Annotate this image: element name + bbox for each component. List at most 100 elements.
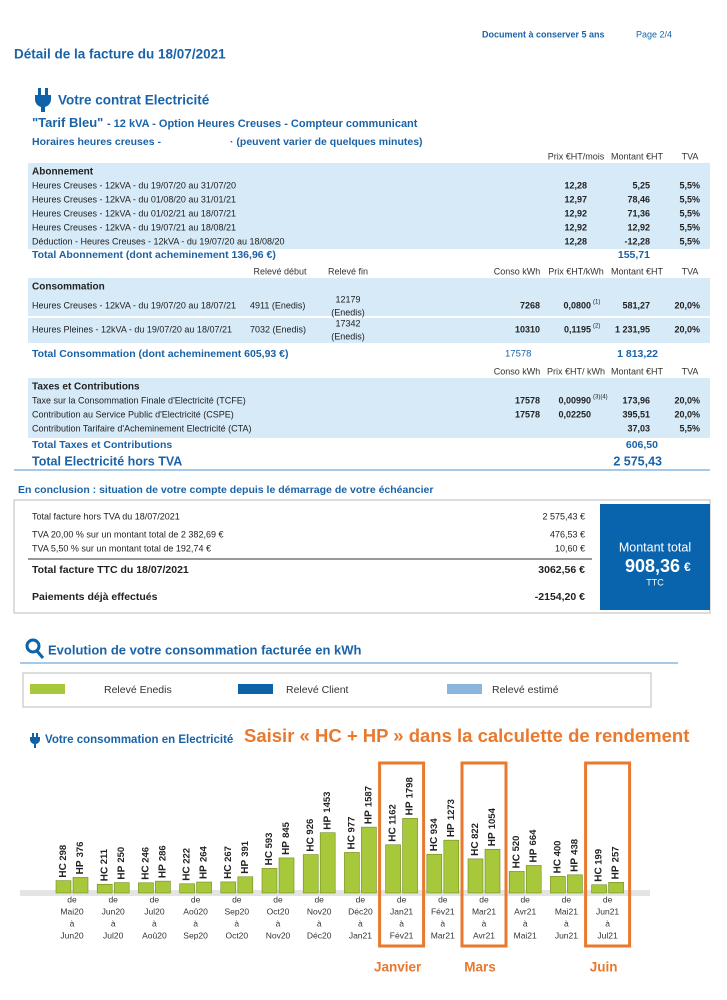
summary-total-label: Total facture TTC du 18/07/2021 <box>32 564 189 576</box>
row-kwh: 10310 <box>515 324 540 334</box>
legend-label: Relevé Enedis <box>104 684 172 696</box>
total-box-label: Montant total <box>619 540 691 554</box>
row-note: (3)(4) <box>593 395 608 401</box>
series-label: HP <box>528 848 539 862</box>
total-amount: 1 813,22 <box>617 348 658 360</box>
grand-total-label: Total Electricité hors TVA <box>32 454 182 468</box>
period-to: Déc20 <box>307 930 332 940</box>
bar <box>237 876 254 894</box>
period-word: de <box>397 894 407 904</box>
bar-value: 400 <box>552 841 563 857</box>
row-vat: 5,5% <box>679 236 700 246</box>
period-word: à <box>111 918 116 928</box>
period-to: Jun21 <box>555 930 578 940</box>
highlight-label: Mars <box>464 960 496 975</box>
column-header: Prix €HT/mois <box>548 151 605 161</box>
series-label: HP <box>364 810 375 824</box>
period-from: Jun21 <box>596 906 619 916</box>
period-from: Aoû20 <box>183 906 208 916</box>
bar-value: 934 <box>429 818 440 835</box>
row-amount: 1 231,95 <box>615 324 650 334</box>
period-word: à <box>193 918 198 928</box>
summary-value: 10,60 € <box>555 543 585 553</box>
bar-value: 246 <box>140 847 151 863</box>
row-vat: 5,5% <box>679 194 700 204</box>
row-amount: 71,36 <box>627 208 650 218</box>
bar <box>319 832 336 894</box>
legend-swatch <box>30 684 65 694</box>
row-label: Heures Creuses - 12kVA - du 01/08/20 au … <box>32 194 236 204</box>
bar-value: 1453 <box>322 792 333 813</box>
reading-start: 7032 (Enedis) <box>250 324 306 334</box>
highlight-frame <box>460 761 508 948</box>
reading-source: (Enedis) <box>331 331 365 341</box>
row-vat: 5,5% <box>679 423 700 433</box>
section-title: Consommation <box>32 282 105 293</box>
row-price: 12,28 <box>564 236 587 246</box>
series-label: HC <box>470 841 481 855</box>
contract-heading: Votre contrat Electricité <box>58 93 210 108</box>
legend-box <box>22 672 652 708</box>
chart-annotation: Saisir « HC + HP » dans la calculette de… <box>244 725 689 746</box>
legend-swatch <box>238 684 273 694</box>
bar <box>484 848 501 894</box>
bar <box>426 853 443 894</box>
period-word: à <box>399 918 404 928</box>
row-vat: 20,0% <box>674 395 700 405</box>
bar <box>525 865 542 894</box>
series-label: HC <box>305 837 316 851</box>
series-label: HC <box>99 867 110 881</box>
bar-value: 250 <box>116 847 127 863</box>
row-amount: 395,51 <box>622 409 650 419</box>
row-vat: 5,5% <box>679 222 700 232</box>
row-vat: 20,0% <box>674 300 700 310</box>
section-title: Taxes et Contributions <box>32 382 140 393</box>
reading-end: 17342 <box>335 318 360 328</box>
series-label: HP <box>116 865 127 879</box>
bar-value: 222 <box>182 848 193 864</box>
highlight-label: Juin <box>590 960 618 975</box>
row-price: 12,92 <box>564 208 587 218</box>
bar-value: 286 <box>157 845 168 861</box>
row-price: 12,97 <box>564 194 587 204</box>
bar-value: 664 <box>528 829 539 846</box>
bar-value: 1054 <box>487 807 498 829</box>
off-peak-label: Horaires heures creuses - <box>32 136 161 148</box>
conclusion-box <box>13 499 711 614</box>
period-word: de <box>438 894 448 904</box>
total-box-amount: 908,36 <box>625 556 680 576</box>
bar-value: 845 <box>281 821 292 838</box>
bar <box>155 880 171 894</box>
period-word: à <box>152 918 157 928</box>
summary-total-label: Paiements déjà effectués <box>32 591 158 603</box>
period-word: de <box>67 894 77 904</box>
summary-total-value: 3062,56 € <box>538 564 585 576</box>
period-from: Avr21 <box>514 906 536 916</box>
period-to: Mai21 <box>514 930 537 940</box>
row-label: Heures Pleines - 12kVA - du 19/07/20 au … <box>32 324 232 334</box>
column-header: Conso kWh <box>494 366 541 376</box>
bar-value: 593 <box>264 833 275 849</box>
bar <box>591 884 607 894</box>
column-header: Conso kWh <box>494 266 541 276</box>
total-box-note: TTC <box>646 577 664 587</box>
series-label: HP <box>322 815 333 829</box>
bar <box>196 881 212 894</box>
bar <box>385 844 401 894</box>
series-label: HP <box>75 860 86 874</box>
row-label: Heures Creuses - 12kVA - du 19/07/20 au … <box>32 180 236 190</box>
period-word: de <box>191 894 201 904</box>
period-from: Mai21 <box>555 906 578 916</box>
row-label: Contribution Tarifaire d'Acheminement El… <box>32 423 251 433</box>
series-label: HC <box>553 859 564 873</box>
subscription-block <box>28 163 710 249</box>
bar <box>278 857 295 894</box>
total-kwh: 17578 <box>505 349 531 360</box>
period-to: Sep20 <box>183 930 208 940</box>
column-header: Prix €HT/kWh <box>548 266 604 276</box>
series-label: HP <box>570 858 581 872</box>
bar <box>443 839 460 894</box>
period-word: à <box>605 918 610 928</box>
row-price: 0,1195 <box>564 324 591 334</box>
